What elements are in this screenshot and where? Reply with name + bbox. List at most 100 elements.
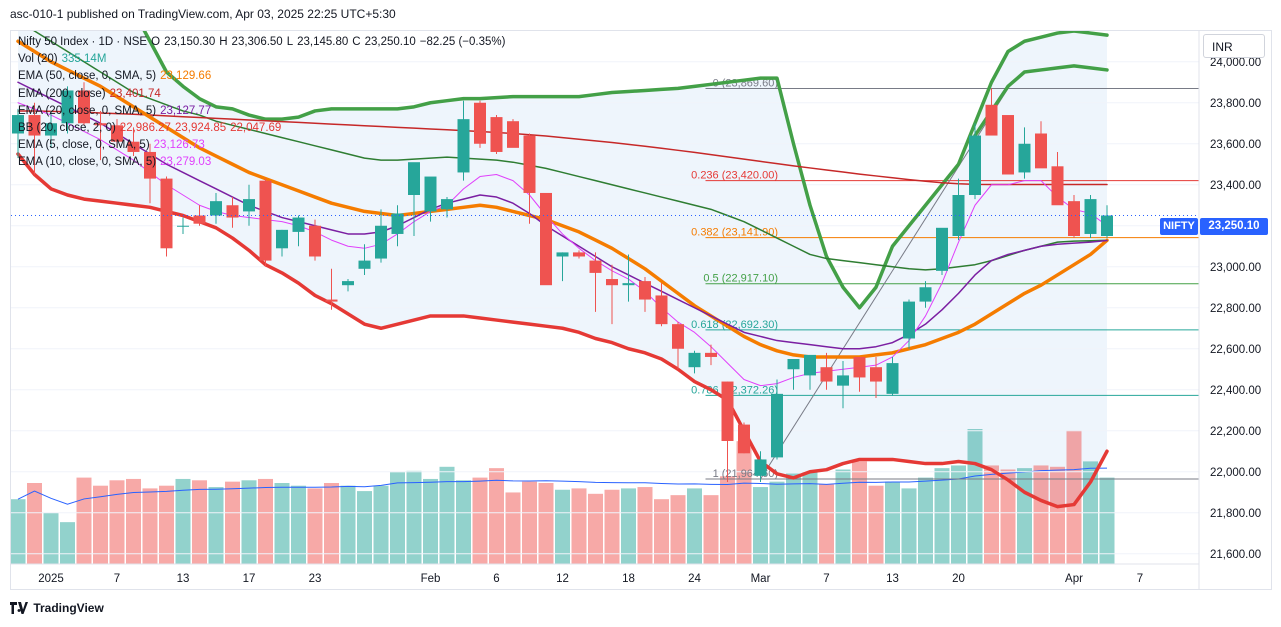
time-tick-label: 13	[886, 573, 899, 585]
candle	[1035, 121, 1047, 169]
legend-row[interactable]: EMA (10, close, 0, SMA, 5) 23,279.03	[18, 154, 505, 171]
candle-body	[556, 252, 569, 257]
volume-bar	[126, 478, 141, 564]
volume-bar	[1050, 466, 1065, 564]
candle-body	[870, 367, 882, 382]
candle	[292, 215, 305, 247]
candle	[952, 178, 965, 241]
time-tick-label: Mar	[751, 573, 771, 585]
candle-body	[193, 215, 206, 224]
candle	[573, 250, 585, 259]
legend-row[interactable]: BB (20, close, 2, 0) 22,986.27 23,924.85 22…	[18, 120, 505, 137]
legend-label: Nifty 50 Index · 1D · NSE	[18, 36, 148, 48]
candle	[342, 279, 354, 292]
candle-body	[721, 381, 734, 441]
fibonacci-layer[interactable]: 0 (23,869.60)0.236 (23,420.00)0.382 (23,…	[691, 77, 1199, 480]
volume-bar	[720, 476, 735, 564]
legend-row[interactable]: Vol (20) 335.14M	[18, 51, 505, 68]
legend-value: 23,401.74	[109, 87, 161, 100]
candle	[1018, 127, 1031, 179]
candle	[45, 110, 57, 148]
volume-bar	[654, 499, 669, 564]
volume-bar	[192, 480, 207, 564]
volume-bar	[538, 483, 554, 564]
legend-value: 23,250.10	[364, 36, 416, 48]
candle	[61, 86, 74, 134]
price-tick-label: 23,600.00	[1210, 139, 1261, 151]
volume-bar	[274, 483, 290, 564]
candle-body	[1035, 133, 1047, 169]
time-tick-label: 7	[823, 573, 829, 585]
candle	[441, 197, 453, 218]
legend-label: EMA (5, close, 0, SMA, 5)	[18, 139, 150, 152]
legend-row[interactable]: EMA (20, close, 0, SMA, 5) 23,127.77	[18, 103, 505, 120]
candle-body	[738, 424, 750, 454]
candle	[276, 229, 288, 257]
candle	[160, 176, 173, 257]
price-tick-label: 22,800.00	[1210, 303, 1261, 315]
bb_upper-line	[142, 31, 1109, 310]
volume-bar	[93, 485, 108, 564]
legend-label: EMA (20, close, 0, SMA, 5)	[18, 104, 157, 117]
candle	[358, 244, 371, 275]
fib-level-label: 0.5 (22,917.10)	[703, 273, 778, 285]
candle	[787, 359, 800, 390]
legend-row[interactable]: EMA (200, close) 23,401.74	[18, 86, 505, 103]
candle	[771, 379, 783, 460]
candle-body	[507, 121, 519, 148]
time-tick-label: 12	[556, 573, 569, 585]
fib-level-label: 1 (21,964.60)	[713, 468, 778, 480]
candle	[969, 123, 981, 200]
top-bar: asc-010-1 published on TradingView.com, …	[0, 0, 1281, 30]
time-tick-label: 24	[688, 573, 701, 585]
time-tick-label: 23	[309, 573, 322, 585]
volume-bar	[208, 487, 224, 564]
legend-value: 22,986.27	[119, 122, 171, 135]
candle-body	[820, 367, 833, 382]
chart-frame[interactable]	[10, 30, 1272, 590]
volume-bar	[472, 477, 488, 564]
legend-value: 23,150.30	[164, 36, 216, 48]
time-tick-label: 6	[493, 573, 499, 585]
time-tick-label: 18	[622, 573, 635, 585]
candle-body	[853, 356, 866, 378]
time-axis[interactable]: 2025 7 13 17 23 Feb 6 12 18 24 Mar 7 13 20 Apr 7	[11, 563, 1199, 585]
volume-bar	[60, 522, 75, 564]
candle	[94, 110, 107, 161]
candle	[474, 100, 486, 148]
legend-row[interactable]: EMA (5, close, 0, SMA, 5) 23,126.73	[18, 137, 505, 154]
candle	[903, 299, 915, 349]
price-tick-label: 21,800.00	[1210, 508, 1261, 520]
candle	[111, 119, 123, 148]
legend-row[interactable]: EMA (50, close, 0, SMA, 5) 23,129.66	[18, 68, 505, 85]
candle-body	[408, 162, 420, 195]
candle	[853, 356, 866, 392]
candle-body	[210, 201, 222, 216]
candle	[28, 102, 41, 175]
candle	[424, 176, 437, 222]
legend-row[interactable]: Nifty 50 Index · 1D · NSE O 23,150.30 H 23,3…	[18, 34, 505, 51]
tradingview-logo-icon[interactable]	[10, 601, 28, 614]
candle-body	[259, 180, 272, 261]
candle	[210, 192, 222, 224]
candle	[705, 344, 717, 366]
candle	[507, 119, 519, 148]
volume-bar	[423, 478, 438, 564]
candle	[556, 252, 569, 282]
legend-value: 23,129.66	[160, 70, 212, 83]
candle-body	[375, 225, 387, 259]
volume-bar	[406, 470, 422, 564]
candle	[919, 281, 932, 308]
candle-body	[12, 115, 24, 134]
candle	[688, 350, 701, 374]
candle	[886, 356, 899, 396]
price-axis[interactable]: 24,000.0023,800.0023,600.0023,400.0023,2…	[1198, 31, 1261, 590]
last-price-value-tag: 23,250.10	[1200, 218, 1268, 235]
legend-value: C	[352, 36, 361, 48]
candle	[1002, 115, 1014, 175]
candle-body	[276, 229, 288, 249]
candle	[226, 197, 239, 228]
currency-selector[interactable]: INR	[1203, 34, 1265, 58]
volume-bar	[868, 485, 884, 564]
